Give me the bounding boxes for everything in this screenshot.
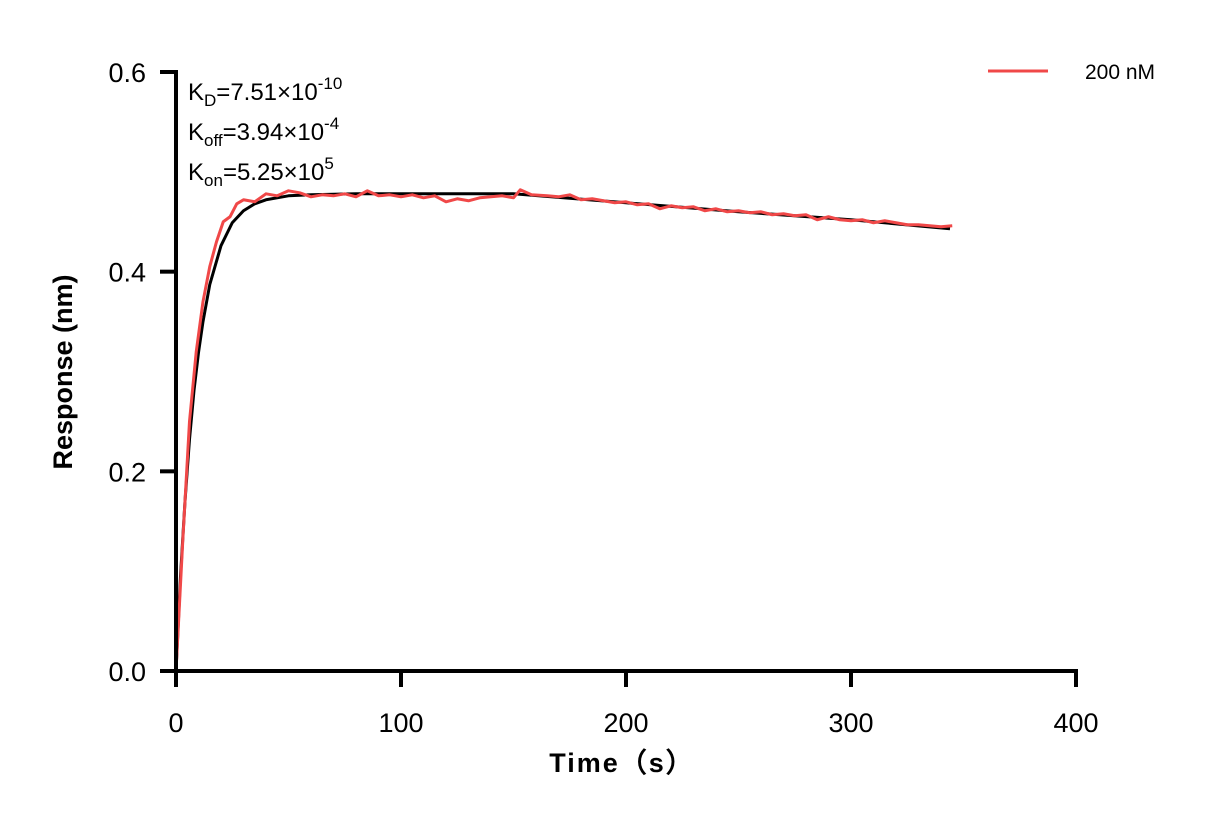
- legend-label: 200 nM: [1085, 61, 1155, 84]
- x-tick-label: 0: [168, 708, 183, 738]
- y-tick-label: 0.6: [108, 58, 146, 88]
- x-tick-label: 400: [1053, 708, 1098, 738]
- series-line-fit: [174, 192, 951, 672]
- y-tick-label: 0.2: [108, 457, 146, 487]
- x-axis-label: Time（s）: [549, 748, 695, 778]
- y-tick-label: 0.0: [108, 657, 146, 687]
- x-tick-label: 100: [378, 708, 423, 738]
- annotation-koff: Koff=3.94×10-4: [188, 114, 339, 150]
- annotation-kon: Kon=5.25×105: [188, 154, 334, 190]
- y-tick-label: 0.4: [108, 258, 146, 288]
- legend: 200 nM: [988, 61, 1155, 84]
- x-tick-label: 200: [603, 708, 648, 738]
- x-tick-label: 300: [828, 708, 873, 738]
- annotation-kd: KD=7.51×10-10: [188, 74, 342, 110]
- series-line-data: [174, 188, 953, 672]
- y-axis-label: Response (nm): [48, 274, 78, 469]
